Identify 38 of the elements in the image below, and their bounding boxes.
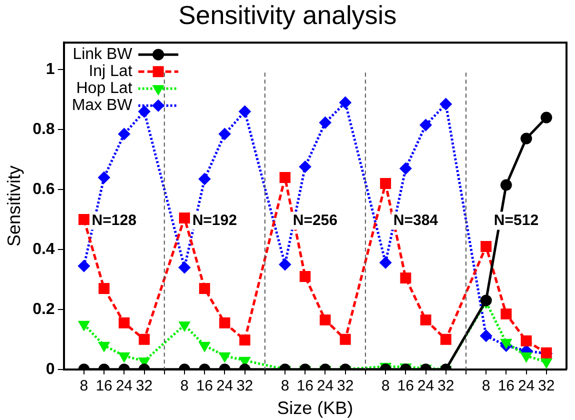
annotation: N=384	[393, 212, 439, 229]
annotation: N=256	[292, 212, 338, 229]
x-tick-label: 16	[296, 378, 314, 395]
x-tick-label: 16	[498, 378, 515, 395]
x-tick-label: 8	[482, 378, 490, 395]
annotation: N=512	[494, 212, 539, 229]
x-tick-label: 24	[216, 378, 234, 395]
chart-title: Sensitivity analysis	[177, 0, 398, 30]
annotation: N=128	[92, 212, 136, 229]
x-tick-label: 24	[316, 378, 334, 395]
x-tick-label: 8	[280, 378, 290, 395]
x-tick-label: 32	[538, 378, 555, 395]
annotation: N=192	[192, 212, 237, 229]
x-tick-label: 16	[96, 378, 112, 395]
x-tick-label: 24	[116, 378, 133, 395]
legend-label: Max BW	[72, 97, 134, 114]
x-axis-title: Size (KB)	[277, 398, 354, 418]
y-tick-label: 0.2	[32, 300, 55, 318]
x-tick-label: 32	[438, 378, 454, 395]
y-axis-title: Sensitivity	[4, 165, 24, 247]
x-tick-label: 32	[236, 378, 254, 395]
x-tick-label: 8	[381, 378, 390, 395]
x-tick-label: 24	[518, 378, 535, 395]
legend-label: Link BW	[72, 46, 134, 64]
x-tick-label: 8	[180, 378, 189, 395]
legend-label: Hop Lat	[76, 80, 133, 98]
y-tick-label: 0.4	[32, 240, 55, 258]
x-tick-label: 16	[196, 378, 213, 395]
legend-label: Inj Lat	[88, 63, 133, 80]
x-tick-label: 24	[417, 378, 434, 395]
y-tick-label: 0.6	[32, 180, 55, 198]
y-tick-label: 1	[46, 60, 55, 78]
x-tick-label: 32	[336, 378, 354, 395]
y-tick-label: 0.8	[32, 120, 55, 138]
y-tick-label: 0	[46, 360, 55, 378]
x-tick-label: 16	[397, 378, 414, 395]
x-tick-label: 8	[80, 378, 88, 395]
x-tick-label: 32	[136, 378, 153, 395]
